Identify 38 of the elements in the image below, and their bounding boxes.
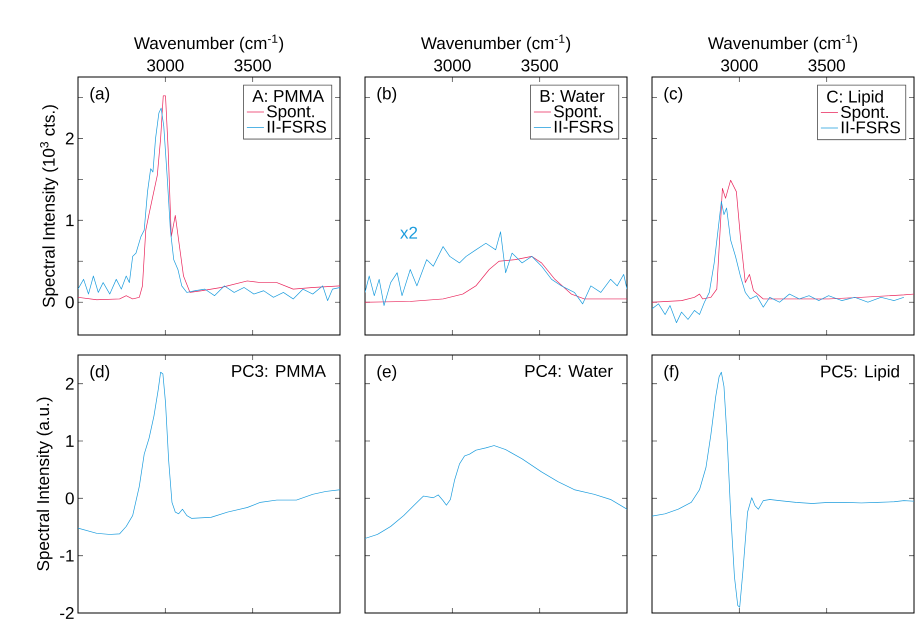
x-axis-title: Wavenumber (cm$^{-1}$): [420, 34, 570, 53]
x-axis-title: Wavenumber (cm$^{-1}$): [134, 34, 284, 53]
x-tick-label: 3500: [521, 59, 558, 72]
legend-label: Spont.: [841, 106, 888, 122]
legend-label: II-FSRS: [268, 120, 326, 133]
x-tick-label: 3000: [721, 59, 758, 72]
y-tick-label: 0: [66, 296, 74, 308]
legend-label: Spont.: [554, 105, 601, 121]
y-axis-title: Spectral Intensity (a.u.): [36, 398, 52, 571]
legend-label: II-FSRS: [842, 121, 900, 134]
annotation: (a): [90, 86, 110, 103]
annotation: (e): [377, 364, 396, 381]
y-tick-label: -1: [60, 550, 74, 562]
y-axis-title: Spectral Intensity (10$^{3}$ cts.): [40, 105, 58, 308]
y-tick-label: 2: [66, 378, 74, 390]
legend-title: C: Lipid: [827, 90, 883, 106]
annotation: PC5: Lipid: [821, 364, 899, 381]
annotation: x2: [400, 226, 418, 239]
x-tick-label: 3500: [234, 59, 271, 72]
annotation: PC3: PMMA: [232, 364, 326, 378]
x-tick-label: 3000: [147, 59, 184, 72]
legend-title: A: PMMA: [252, 90, 324, 102]
y-tick-label: 2: [66, 132, 74, 144]
legend-title: B: Water: [540, 90, 605, 102]
y-tick-label: 1: [66, 214, 74, 226]
annotation: (b): [377, 86, 396, 103]
legend-label: Spont.: [267, 105, 314, 121]
annotation: (c): [664, 86, 682, 103]
y-tick-label: -2: [60, 607, 74, 619]
annotation: (f): [664, 364, 678, 381]
legend-label: II-FSRS: [554, 120, 613, 133]
y-tick-label: 1: [66, 435, 74, 447]
y-tick-label: 0: [66, 492, 74, 504]
x-axis-title: Wavenumber (cm$^{-1}$): [708, 34, 858, 53]
annotation: (d): [90, 364, 110, 381]
x-tick-label: 3500: [808, 59, 845, 72]
annotation: PC4: Water: [526, 364, 613, 378]
x-tick-label: 3000: [434, 59, 471, 72]
